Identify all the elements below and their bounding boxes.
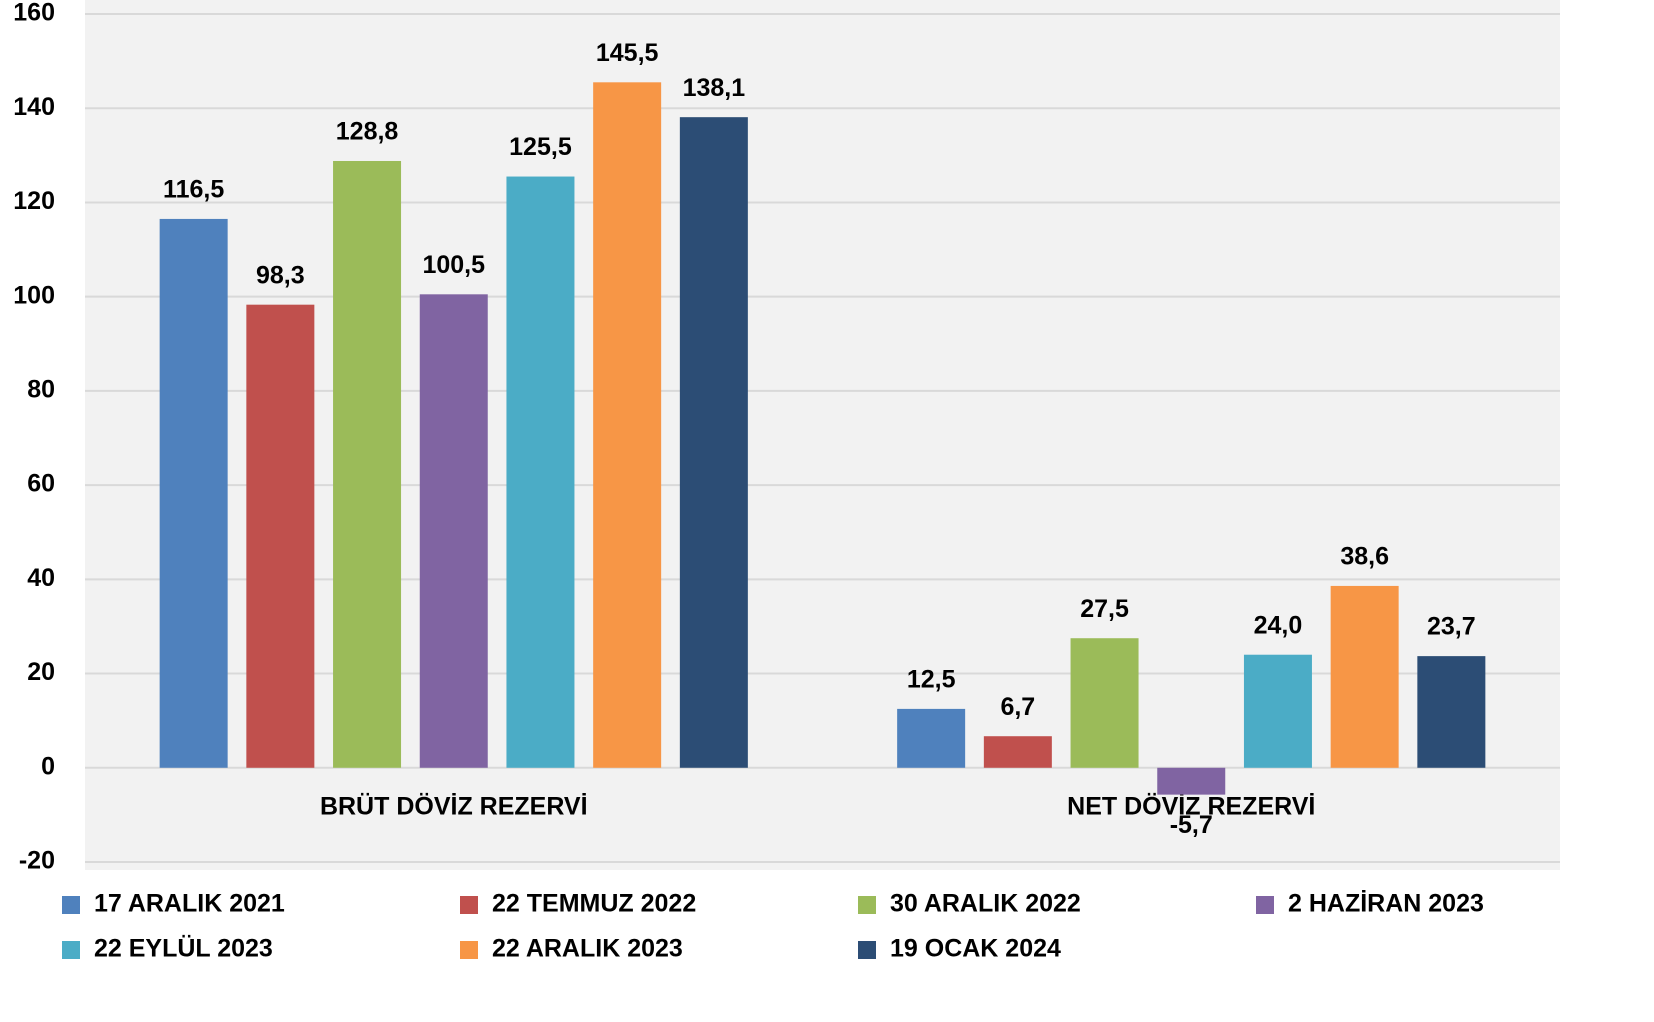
legend-swatch xyxy=(62,941,80,959)
y-tick-label: 20 xyxy=(27,658,55,686)
bar xyxy=(1330,585,1399,768)
y-tick-label: 100 xyxy=(13,281,55,309)
value-label: 125,5 xyxy=(509,133,572,161)
legend-label: 30 ARALIK 2022 xyxy=(890,890,1081,918)
legend-label: 22 TEMMUZ 2022 xyxy=(492,890,696,918)
x-tick-label: NET DÖVİZ REZERVİ xyxy=(1067,791,1315,820)
value-label: 6,7 xyxy=(1000,693,1035,721)
y-tick-label: 40 xyxy=(27,564,55,592)
value-label: 138,1 xyxy=(683,74,746,102)
value-label: -5,7 xyxy=(1170,811,1213,839)
bar xyxy=(983,736,1052,768)
bar xyxy=(1070,638,1139,768)
bar xyxy=(593,82,662,768)
legend-swatch xyxy=(858,941,876,959)
bar xyxy=(333,160,402,768)
plot-area xyxy=(85,0,1560,870)
legend-swatch xyxy=(858,896,876,914)
legend-label: 19 OCAK 2024 xyxy=(890,935,1061,963)
value-label: 128,8 xyxy=(336,118,399,146)
legend-label: 22 ARALIK 2023 xyxy=(492,935,683,963)
y-tick-label: 0 xyxy=(41,752,55,780)
bar xyxy=(419,294,488,768)
bar xyxy=(1243,654,1312,768)
legend-label: 2 HAZİRAN 2023 xyxy=(1288,890,1484,918)
bar xyxy=(246,304,315,768)
y-tick-label: 80 xyxy=(27,375,55,403)
legend-label: 22 EYLÜL 2023 xyxy=(94,934,273,963)
y-tick-label: -20 xyxy=(19,847,55,875)
value-label: 38,6 xyxy=(1340,543,1389,571)
value-label: 24,0 xyxy=(1254,611,1303,639)
value-label: 98,3 xyxy=(256,261,305,289)
y-tick-label: 60 xyxy=(27,470,55,498)
value-label: 27,5 xyxy=(1080,595,1129,623)
value-label: 145,5 xyxy=(596,39,659,67)
x-tick-label: BRÜT DÖVİZ REZERVİ xyxy=(320,791,588,820)
y-tick-label: 140 xyxy=(13,93,55,121)
y-tick-label: 120 xyxy=(13,187,55,215)
legend-swatch xyxy=(1256,896,1274,914)
y-tick-label: 160 xyxy=(13,0,55,27)
legend-label: 17 ARALIK 2021 xyxy=(94,890,285,918)
value-label: 100,5 xyxy=(422,251,485,279)
value-label: 116,5 xyxy=(163,176,224,204)
bar xyxy=(1157,767,1226,795)
bar xyxy=(159,218,228,768)
bar xyxy=(679,117,748,768)
legend-swatch xyxy=(460,896,478,914)
legend-swatch xyxy=(460,941,478,959)
bar xyxy=(897,708,966,768)
value-label: 12,5 xyxy=(907,665,956,693)
bar xyxy=(1417,656,1486,768)
legend-swatch xyxy=(62,896,80,914)
bar xyxy=(506,176,575,768)
value-label: 23,7 xyxy=(1427,613,1476,641)
